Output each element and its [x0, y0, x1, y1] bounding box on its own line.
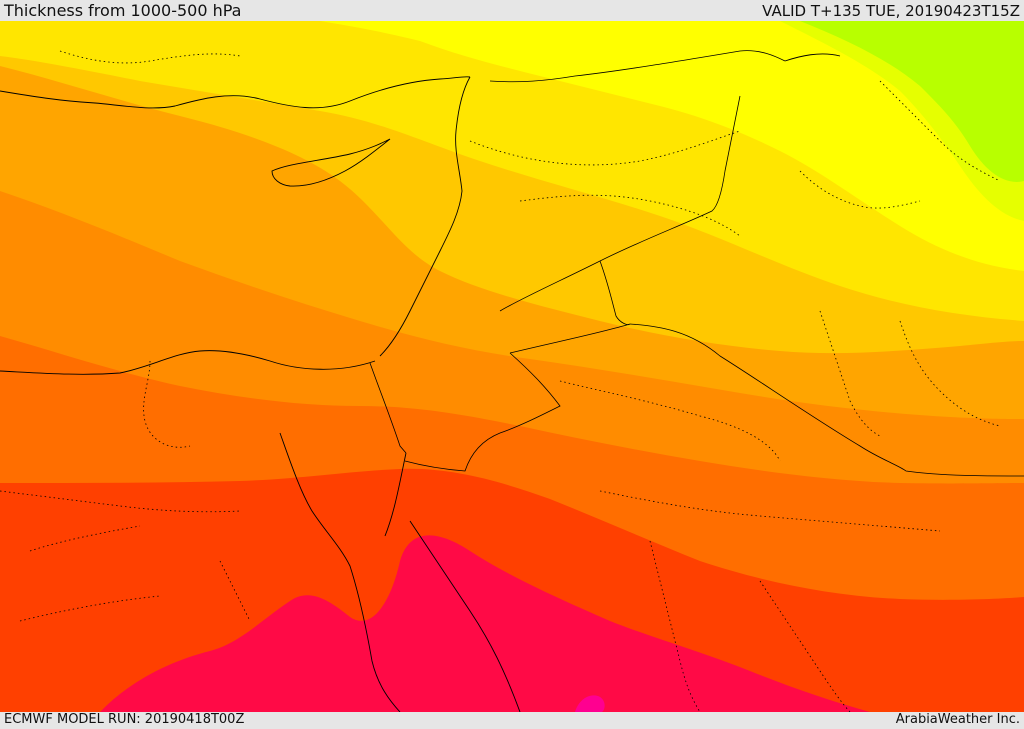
footer-bar: ECMWF MODEL RUN: 20190418T00Z ArabiaWeat…	[0, 712, 1024, 729]
band-crimson	[100, 535, 870, 712]
thickness-map[interactable]	[0, 21, 1024, 712]
map-title: Thickness from 1000-500 hPa	[4, 1, 242, 20]
band-yellow	[320, 21, 1024, 271]
valid-time-label: VALID T+135 TUE, 20190423T15Z	[762, 2, 1020, 20]
coastlines	[0, 53, 841, 712]
band-green	[800, 21, 1024, 182]
admin-boundaries	[0, 50, 1001, 712]
model-run-label: ECMWF MODEL RUN: 20190418T00Z	[4, 712, 245, 727]
credit-label: ArabiaWeather Inc.	[895, 712, 1020, 727]
header-bar: Thickness from 1000-500 hPa VALID T+135 …	[0, 0, 1024, 21]
borders	[369, 50, 1024, 477]
band-magenta	[575, 695, 605, 712]
